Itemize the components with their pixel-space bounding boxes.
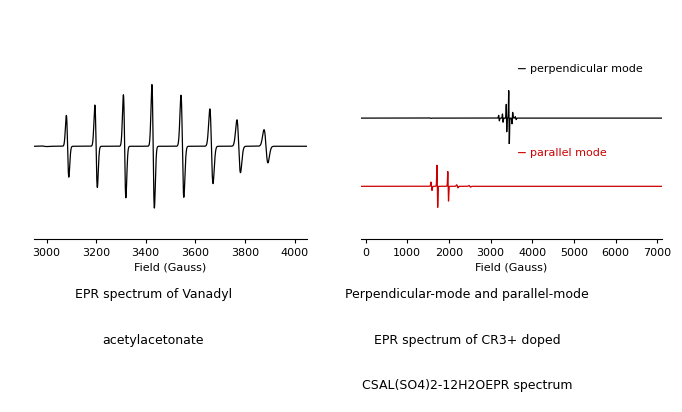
Text: EPR spectrum of Vanadyl: EPR spectrum of Vanadyl (75, 288, 232, 302)
X-axis label: Field (Gauss): Field (Gauss) (475, 262, 548, 272)
Text: Perpendicular-mode and parallel-mode: Perpendicular-mode and parallel-mode (345, 288, 589, 302)
Text: CSAL(SO4)2-12H2OEPR spectrum: CSAL(SO4)2-12H2OEPR spectrum (362, 379, 572, 392)
Text: EPR spectrum of CR3+ doped: EPR spectrum of CR3+ doped (374, 334, 561, 347)
Text: acetylacetonate: acetylacetonate (103, 334, 204, 347)
Text: perpendicular mode: perpendicular mode (531, 64, 643, 74)
X-axis label: Field (Gauss): Field (Gauss) (134, 262, 207, 272)
Text: parallel mode: parallel mode (531, 147, 607, 158)
